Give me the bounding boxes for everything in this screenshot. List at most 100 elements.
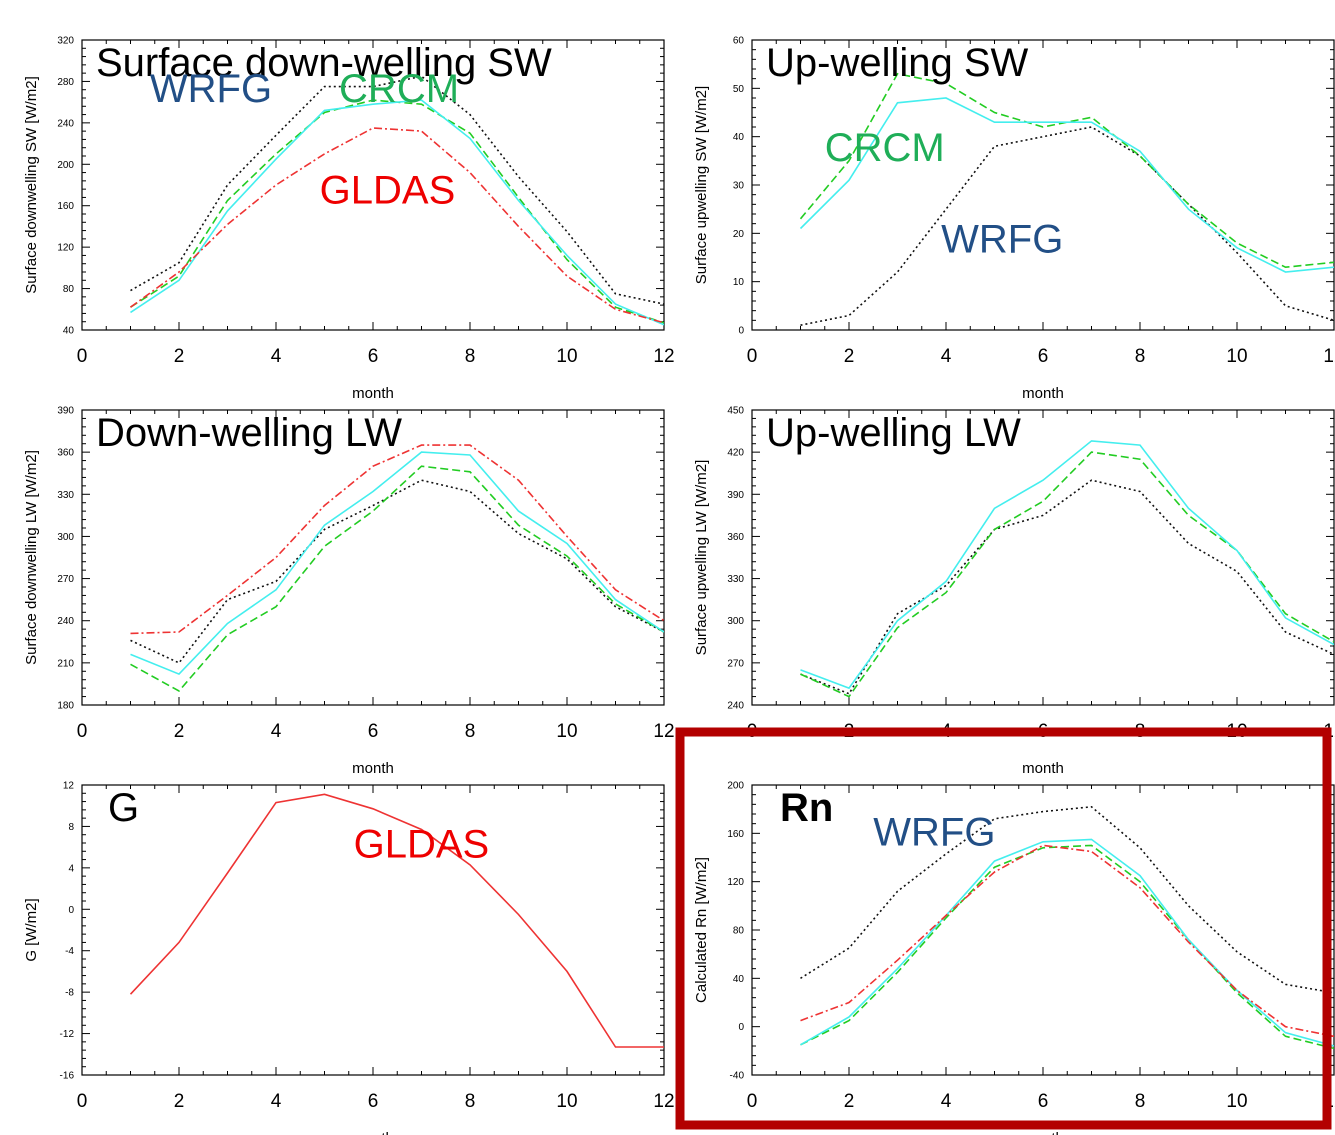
y-axis-label: Surface downwelling LW [W/m2]: [23, 450, 40, 665]
y-tick-label: 20: [733, 229, 745, 240]
y-tick-label: 0: [738, 1022, 744, 1033]
x-tick-label: 4: [941, 346, 952, 367]
series-group: [130, 444, 664, 693]
y-tick-label: 390: [727, 490, 744, 501]
y-tick-label: 300: [57, 532, 74, 543]
y-tick-label: 330: [57, 490, 74, 501]
annotation-wrfg: WRFG: [150, 67, 272, 111]
y-tick-label: 300: [727, 616, 744, 627]
y-axis-label: G [W/m2]: [23, 898, 40, 961]
chart-panel-3: 0 2 4 6 8 10 12 180 210 240 270 300 330 360 390 month Su…: [23, 406, 675, 778]
panel-title: Up-welling SW: [766, 41, 1029, 85]
x-tick-label: 0: [77, 346, 88, 367]
y-tick-label: 360: [57, 448, 74, 459]
y-axis-label: Surface upwelling SW [W/m2]: [693, 86, 710, 284]
y-tick-label: 40: [733, 132, 745, 143]
y-tick-label: 240: [727, 701, 744, 712]
y-axis-label: Calculated Rn [W/m2]: [693, 857, 710, 1003]
series-line-crcm: [130, 465, 664, 693]
panel-title: Up-welling LW: [766, 411, 1021, 455]
x-axis-label: month: [352, 760, 394, 777]
x-tick-label: 8: [1135, 346, 1146, 367]
x-tick-label: 4: [271, 346, 282, 367]
x-tick-label: 2: [174, 1091, 185, 1112]
series-line-wrfg: [130, 75, 664, 305]
y-tick-label: 80: [733, 926, 745, 937]
y-tick-label: 200: [727, 781, 744, 792]
series-line-wrfg: [800, 805, 1334, 994]
series-line-wrfg: [800, 479, 1334, 695]
y-tick-label: 8: [68, 822, 74, 833]
x-tick-label: 2: [174, 346, 185, 367]
annotation-gldas: GLDAS: [320, 169, 456, 213]
y-tick-label: 80: [63, 284, 75, 295]
series-line-crcm: [800, 844, 1334, 1050]
y-tick-label: 30: [733, 181, 745, 192]
series-group: [130, 75, 664, 326]
series-line-solid: [130, 451, 664, 676]
annotation-gldas: GLDAS: [354, 823, 490, 867]
y-tick-label: -12: [60, 1029, 75, 1040]
y-tick-label: 60: [733, 36, 745, 47]
y-axis-label: Surface upwelling LW [W/m2]: [693, 460, 710, 656]
x-tick-label: 6: [368, 346, 379, 367]
y-tick-label: 240: [57, 616, 74, 627]
x-tick-label: 2: [844, 346, 855, 367]
series-line-gldas: [130, 127, 664, 324]
series-group: [800, 440, 1334, 698]
y-tick-label: 40: [733, 974, 745, 985]
series-group: [799, 72, 1334, 326]
y-tick-label: 10: [733, 277, 745, 288]
series-line-wrfg: [130, 479, 664, 664]
series-line-gldas: [129, 793, 664, 1048]
annotation-wrfg: WRFG: [941, 218, 1063, 262]
highlight-box: [675, 727, 1332, 1130]
y-tick-label: 120: [57, 243, 74, 254]
x-axis-label: month: [1022, 1130, 1064, 1135]
series-line-solid: [800, 838, 1334, 1047]
x-axis-label: month: [1022, 385, 1064, 402]
series-line-crcm: [799, 72, 1334, 269]
x-tick-label: 10: [556, 346, 577, 367]
series-line-crcm: [800, 451, 1334, 698]
series-line-solid: [799, 97, 1334, 273]
series-group: [129, 793, 664, 1048]
y-tick-label: 0: [738, 326, 744, 337]
y-tick-label: 50: [733, 84, 745, 95]
y-tick-label: 330: [727, 574, 744, 585]
x-tick-label: 10: [1226, 1091, 1247, 1112]
y-axis-label: Surface downwelling SW [W/m2]: [23, 76, 40, 294]
x-tick-label: 4: [271, 721, 282, 742]
chart-panel-4: 024681012240270300330360390420450monthSu…: [693, 406, 1335, 778]
series-line-solid: [130, 99, 664, 326]
y-tick-label: -16: [60, 1071, 75, 1082]
x-tick-label: 8: [1135, 1091, 1146, 1112]
annotation-crcm: CRCM: [825, 126, 945, 170]
x-tick-label: 0: [77, 1091, 88, 1112]
x-tick-label: 12: [653, 721, 674, 742]
x-tick-label: 2: [174, 721, 185, 742]
y-tick-label: 4: [68, 863, 74, 874]
y-tick-label: 450: [727, 406, 744, 417]
x-tick-label: 8: [465, 1091, 476, 1112]
chart-panel-6: 024681012-4004080120160200monthCalculate…: [693, 781, 1335, 1135]
x-tick-label: 12: [653, 346, 674, 367]
panel-title: Rn: [780, 786, 833, 830]
y-tick-label: 320: [57, 36, 74, 47]
y-tick-label: 390: [57, 406, 74, 417]
y-tick-label: 210: [57, 658, 74, 669]
y-tick-label: 280: [57, 77, 74, 88]
chart-panel-1: 0 2 4 6 8 10 12 40 80 120 160 200 240 280 320 month Surf…: [23, 36, 675, 403]
y-tick-label: 12: [63, 781, 75, 792]
x-tick-label: 10: [556, 1091, 577, 1112]
y-tick-label: 240: [57, 118, 74, 129]
y-tick-label: 40: [63, 326, 75, 337]
y-tick-label: 360: [727, 532, 744, 543]
y-tick-label: 160: [727, 829, 744, 840]
x-tick-label: 6: [368, 721, 379, 742]
x-tick-label: 4: [941, 1091, 952, 1112]
y-tick-label: 270: [727, 658, 744, 669]
y-tick-label: -40: [730, 1071, 745, 1082]
x-tick-label: 10: [1226, 346, 1247, 367]
panel-title: Down-welling LW: [96, 411, 402, 455]
